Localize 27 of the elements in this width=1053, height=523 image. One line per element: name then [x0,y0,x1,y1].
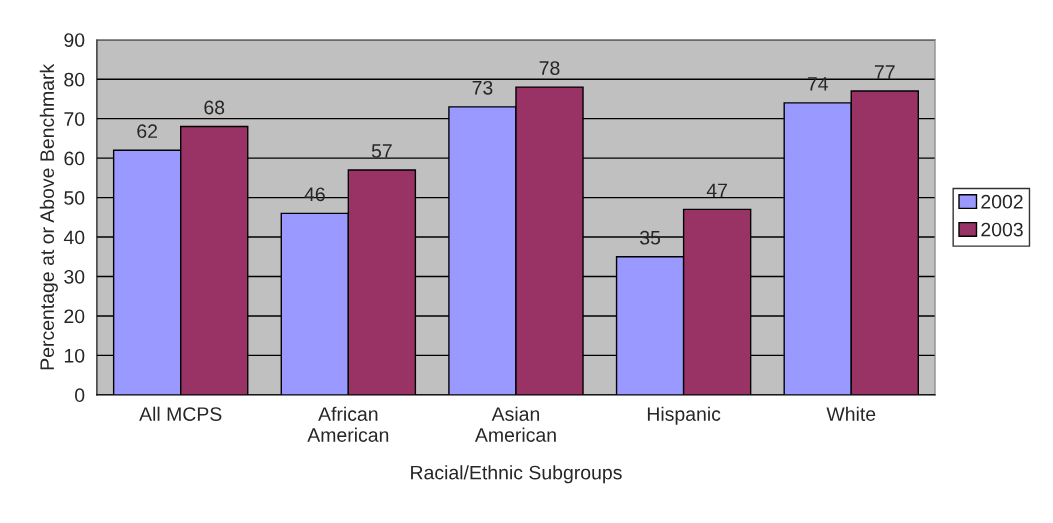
x-tick-label: Hispanic [647,406,721,425]
y-tick-label: 40 [63,230,85,245]
y-axis-title: Percentage at or Above Benchmark [39,63,58,370]
y-tick-label: 90 [64,33,85,47]
data-label: 73 [472,80,493,95]
data-label: 68 [204,100,225,115]
data-label: 77 [874,65,895,79]
data-label: 57 [371,144,392,158]
legend-label: 2003 [981,222,1023,237]
y-tick-label: 50 [64,191,85,205]
y-tick-label: 60 [64,151,85,166]
x-tick-label: White [826,406,876,421]
y-tick-label: 20 [64,309,85,324]
x-axis-title: Racial/Ethnic Subgroups [411,465,622,484]
y-tick-label: 30 [64,269,85,284]
data-label: 74 [807,77,828,91]
y-tick-label: 0 [75,388,85,403]
data-label: 78 [539,61,560,75]
data-label: 47 [706,183,727,198]
data-label: 62 [137,124,158,139]
y-tick-label: 80 [64,72,85,87]
y-tick-label: 70 [64,112,85,126]
x-tick-label: All MCPS [139,406,222,421]
y-tick-label: 10 [64,348,85,363]
x-tick-label: African American [307,406,389,442]
x-tick-label: Asian American [474,406,556,442]
legend-label: 2002 [981,194,1023,209]
